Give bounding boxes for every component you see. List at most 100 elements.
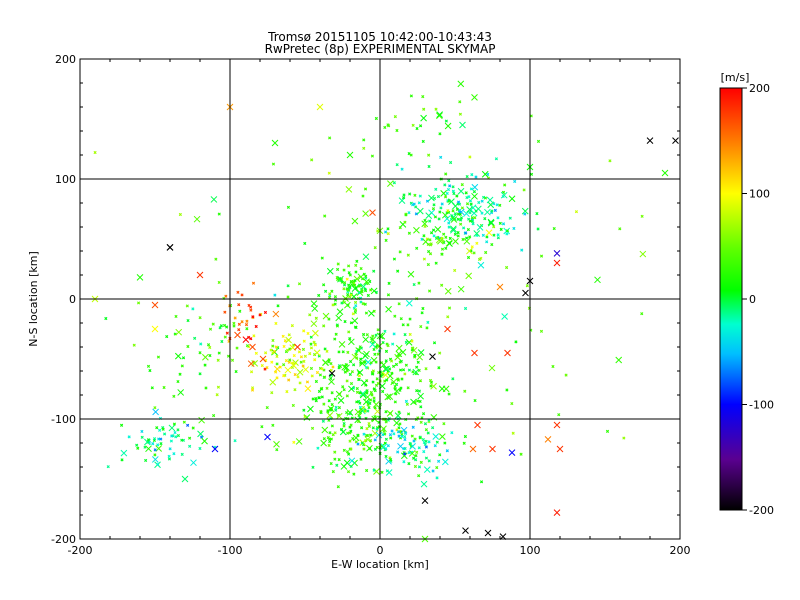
data-point (461, 237, 465, 242)
data-point (349, 447, 353, 451)
data-point (106, 465, 110, 469)
data-point (346, 431, 350, 435)
data-point (341, 385, 345, 389)
data-point (188, 436, 192, 440)
data-point (479, 480, 484, 484)
data-point (346, 350, 350, 354)
data-point (381, 389, 385, 394)
data-point (391, 364, 396, 368)
data-point (339, 428, 347, 436)
data-point (480, 211, 484, 215)
data-point (428, 194, 435, 202)
data-point (325, 349, 329, 353)
data-point (273, 440, 280, 448)
data-point (357, 377, 361, 382)
data-point (425, 212, 433, 219)
data-point (485, 235, 489, 239)
data-point (424, 367, 428, 371)
data-point (274, 321, 278, 326)
data-point (366, 409, 370, 413)
data-point (383, 432, 387, 436)
data-point (316, 446, 320, 450)
data-point (344, 301, 351, 309)
data-point (245, 327, 249, 331)
data-point (336, 485, 340, 489)
data-point (505, 232, 509, 236)
data-point (306, 331, 310, 335)
data-point (462, 441, 466, 445)
data-point (328, 378, 335, 386)
data-point (444, 172, 448, 176)
data-point (426, 263, 430, 267)
data-point (368, 398, 373, 402)
data-point (440, 190, 448, 197)
colorbar-tick-label: 0 (749, 293, 756, 306)
data-point (431, 426, 435, 430)
data-point (357, 347, 361, 352)
data-point (443, 183, 447, 187)
data-point (271, 351, 275, 355)
data-point (180, 364, 184, 368)
data-point (211, 322, 215, 326)
data-point (444, 119, 448, 123)
data-point (302, 359, 306, 363)
data-point (449, 214, 457, 221)
data-point (282, 344, 286, 348)
data-point (329, 361, 333, 366)
data-point (403, 435, 407, 439)
data-point (421, 437, 425, 442)
data-point (557, 413, 561, 417)
data-point (471, 192, 478, 200)
data-point (314, 379, 318, 384)
data-point (349, 429, 353, 433)
data-point (398, 226, 402, 230)
data-point (313, 358, 317, 362)
data-point (395, 128, 399, 133)
data-point (136, 274, 144, 281)
data-point (483, 196, 488, 200)
data-point (368, 279, 372, 284)
data-point (419, 405, 423, 409)
data-point (173, 430, 177, 435)
data-point (290, 324, 294, 328)
data-point (337, 458, 341, 462)
data-point (361, 194, 365, 198)
data-point (156, 355, 161, 359)
data-point (460, 183, 464, 187)
data-point (326, 412, 334, 419)
data-point (447, 225, 451, 229)
data-point (356, 442, 360, 446)
data-point (271, 139, 279, 147)
data-point (375, 377, 379, 381)
data-point (466, 255, 471, 260)
data-point (260, 364, 264, 368)
data-point (363, 287, 367, 291)
data-point (237, 328, 241, 332)
data-point (322, 312, 330, 320)
data-point (208, 345, 212, 350)
data-point (493, 208, 497, 212)
data-point (347, 264, 351, 268)
colorbar-tick-label: 200 (749, 82, 770, 95)
data-point (496, 283, 504, 291)
data-point (415, 389, 419, 393)
axis-ticks: -200 -100 0 100 200 -200 -100 0 100 200 (51, 53, 690, 557)
data-point (155, 445, 163, 452)
data-point (477, 261, 485, 269)
data-point (457, 187, 465, 195)
data-point (419, 460, 423, 464)
data-point (284, 366, 292, 374)
data-point (178, 372, 182, 376)
data-point (433, 215, 438, 219)
data-point (301, 347, 306, 351)
data-point (417, 389, 421, 393)
data-point (468, 219, 472, 223)
data-point (217, 351, 221, 355)
data-point (521, 207, 529, 215)
data-point (449, 226, 457, 234)
data-point (498, 221, 502, 225)
data-point (333, 295, 338, 299)
data-point (337, 397, 345, 404)
data-point (422, 450, 426, 454)
data-point (442, 232, 446, 236)
